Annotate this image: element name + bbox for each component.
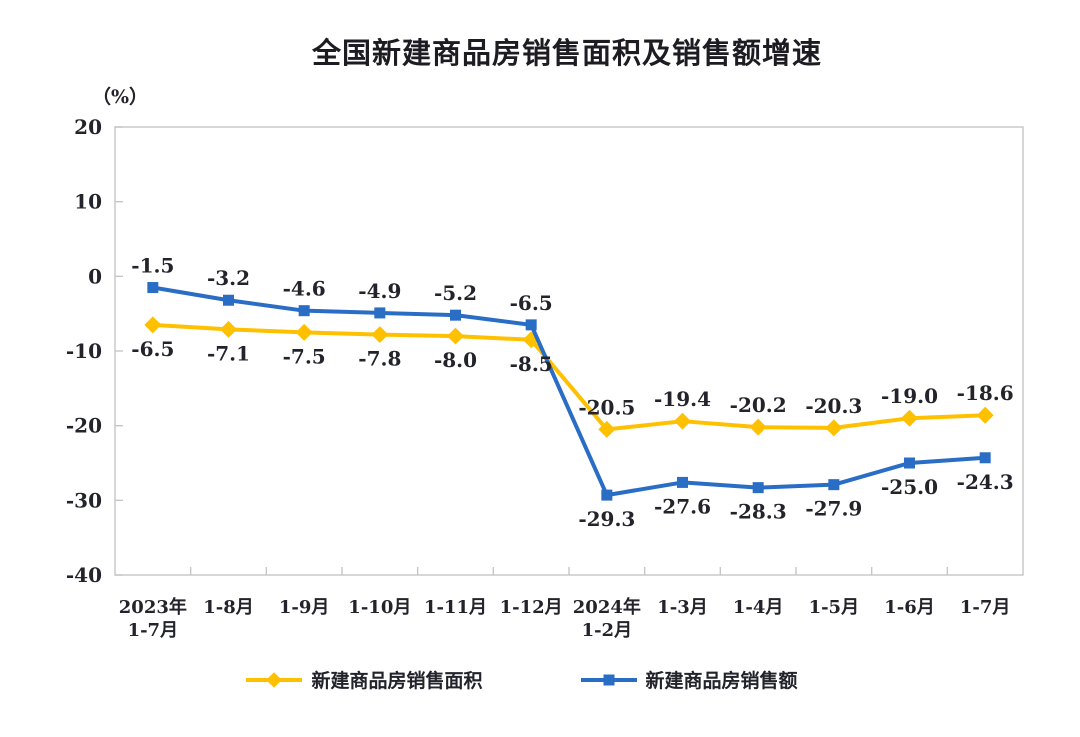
data-point-marker (828, 479, 840, 491)
x-tick-label: 1-6月 (884, 597, 935, 618)
data-point-label: -28.3 (730, 500, 787, 524)
data-point-marker (220, 320, 237, 338)
y-tick-label: -10 (66, 339, 102, 363)
data-point-label: -18.6 (957, 381, 1014, 405)
data-point-marker (374, 307, 386, 319)
chart-legend: 新建商品房销售面积 新建商品房销售额 (0, 666, 1062, 693)
data-point-marker (901, 409, 918, 427)
series-line-1 (150, 285, 988, 498)
y-axis-unit-label: （%） (92, 86, 149, 108)
y-tick-label: -20 (66, 414, 102, 438)
data-point-marker (525, 319, 537, 331)
x-tick-label: 1-10月 (348, 597, 411, 618)
data-point-label: -19.4 (654, 387, 711, 411)
data-point-label: -29.3 (578, 507, 635, 531)
chart-title: 全国新建商品房销售面积及销售额增速 (311, 36, 822, 70)
legend-item-sales-area: 新建商品房销售面积 (246, 666, 483, 693)
y-tick-label: -40 (66, 563, 102, 587)
y-tick-label: 20 (74, 115, 102, 139)
data-point-label: -6.5 (510, 291, 553, 315)
x-tick-label: 2024年 1-2月 (573, 596, 641, 641)
data-point-marker (752, 482, 764, 494)
data-point-marker (976, 406, 994, 424)
legend-line-sales-area (246, 671, 303, 688)
data-point-label: -27.6 (654, 494, 711, 518)
data-point-marker (674, 412, 691, 430)
data-point-label: -4.9 (358, 279, 401, 303)
x-tick-label: 1-5月 (809, 597, 860, 618)
data-point-label: -20.2 (730, 393, 787, 417)
data-point-label: -19.0 (881, 384, 938, 408)
data-point-label: -4.6 (283, 277, 326, 301)
data-point-marker (749, 418, 767, 436)
data-point-marker (144, 316, 162, 334)
data-point-marker (295, 323, 313, 341)
data-point-marker (371, 326, 389, 344)
x-tick-label: 1-9月 (279, 597, 330, 618)
data-point-marker (979, 452, 991, 464)
data-point-marker (677, 476, 688, 488)
data-point-label: -5.2 (434, 281, 477, 305)
y-tick-label: 0 (88, 264, 102, 288)
data-point-label: -7.1 (207, 341, 250, 365)
x-tick-label: 1-4月 (733, 597, 784, 618)
data-point-label: -3.2 (207, 266, 250, 290)
data-point-marker (298, 305, 310, 317)
x-tick-label: 1-8月 (203, 597, 254, 618)
data-point-label: -8.5 (510, 352, 553, 376)
data-point-marker (223, 294, 234, 306)
data-point-label: -20.5 (578, 395, 635, 419)
x-tick-label: 1-3月 (657, 597, 708, 618)
data-point-label: -7.5 (283, 344, 326, 368)
plot-border (114, 126, 1024, 576)
series-line-0 (150, 322, 988, 432)
x-tick-label: 2023年 1-7月 (119, 596, 187, 641)
data-point-label: -25.0 (881, 475, 938, 499)
x-tick-label: 1-12月 (500, 597, 563, 618)
data-point-marker (598, 420, 616, 438)
data-point-label: -20.3 (805, 394, 862, 418)
x-tick-label: 1-11月 (424, 597, 487, 618)
data-point-marker (601, 489, 613, 501)
data-point-label: -7.8 (358, 347, 401, 371)
data-point-label: -8.0 (434, 348, 477, 372)
legend-item-sales-amount: 新建商品房销售额 (580, 666, 798, 693)
legend-line-sales-amount (580, 674, 637, 685)
data-point-marker (825, 419, 843, 437)
square-marker-icon (603, 674, 614, 685)
data-point-label: -6.5 (131, 337, 174, 361)
x-tick-label: 1-7月 (960, 597, 1011, 618)
data-point-label: -24.3 (957, 470, 1014, 494)
y-tick-label: -30 (66, 488, 102, 512)
data-point-marker (447, 327, 464, 345)
data-point-label: -1.5 (131, 254, 174, 278)
data-point-marker (147, 282, 159, 294)
data-point-marker (450, 309, 461, 321)
diamond-marker-icon (266, 671, 283, 688)
y-tick-label: 10 (74, 190, 102, 214)
legend-label-sales-amount: 新建商品房销售额 (645, 670, 798, 692)
data-point-label: -27.9 (805, 497, 862, 521)
data-point-marker (904, 457, 915, 469)
legend-label-sales-area: 新建商品房销售面积 (311, 670, 483, 692)
